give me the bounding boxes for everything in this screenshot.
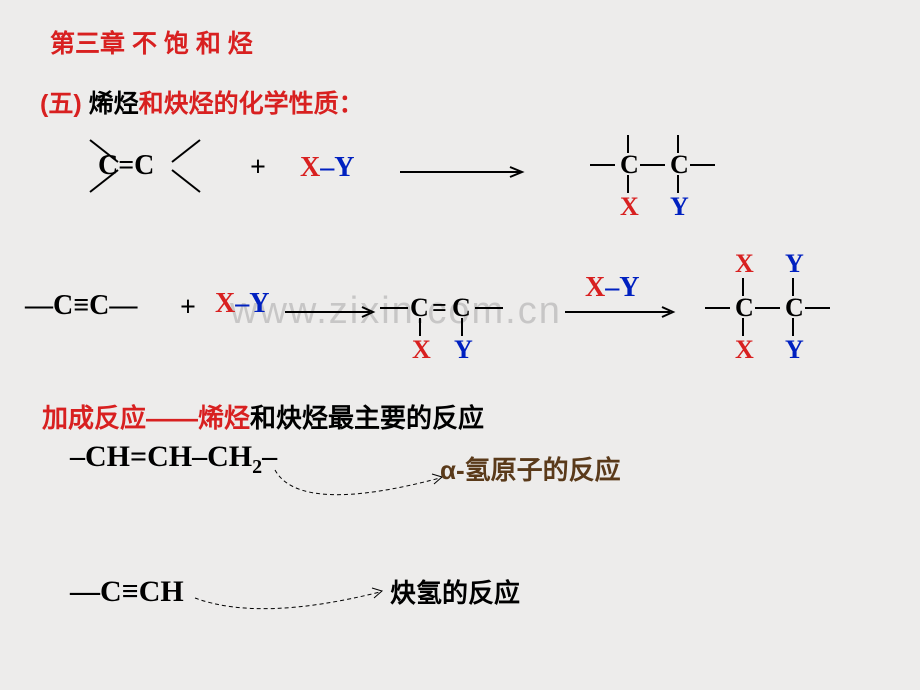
- product-dihalo: C C X Y X Y: [705, 250, 905, 370]
- svg-text:C: C: [620, 150, 639, 179]
- arrow-icon: [285, 306, 380, 318]
- terminal-alkyne-formula: —C≡CH: [70, 575, 184, 609]
- svg-text:=: =: [432, 293, 447, 322]
- svg-text:X: X: [735, 335, 754, 364]
- intermediate-alkene: C = C X Y: [380, 270, 550, 360]
- chapter-title: 第三章 不 饱 和 烃: [50, 24, 253, 60]
- addition-reaction-text: 加成反应——烯烃和炔烃最主要的反应: [42, 398, 484, 435]
- alkene-formula: C=C: [98, 150, 154, 182]
- svg-text:X: X: [412, 335, 431, 364]
- svg-text:Y: Y: [785, 335, 804, 364]
- arrow-icon: [565, 306, 680, 318]
- arrow-icon: [400, 166, 530, 178]
- plus-sign: +: [180, 292, 196, 324]
- svg-text:C: C: [785, 293, 804, 322]
- svg-text:C: C: [735, 293, 754, 322]
- svg-text:C: C: [410, 293, 429, 322]
- curved-arrow-icon: [260, 460, 460, 530]
- alpha-hydrogen-label: α-氢原子的反应: [440, 450, 621, 487]
- svg-text:Y: Y: [670, 192, 689, 221]
- alkyne-hydrogen-label: 炔氢的反应: [390, 573, 520, 610]
- svg-text:X: X: [735, 249, 754, 278]
- alkyne-formula: —C≡C—: [25, 290, 137, 322]
- svg-text:Y: Y: [785, 249, 804, 278]
- svg-text:Y: Y: [454, 335, 473, 364]
- reagent-xy: X–Y: [585, 272, 639, 304]
- section-title: (五) 烯烃和炔烃的化学性质：: [40, 84, 364, 120]
- reaction-alkene: C=C + X–Y C C X Y: [80, 130, 840, 220]
- reagent-xy: X–Y: [300, 152, 354, 184]
- svg-text:C: C: [670, 150, 689, 179]
- reagent-xy: X–Y: [215, 288, 269, 320]
- product-alkane: C C X Y: [590, 125, 750, 215]
- plus-sign: +: [250, 152, 266, 184]
- svg-text:X: X: [620, 192, 639, 221]
- svg-text:C: C: [452, 293, 471, 322]
- reaction-alkyne: —C≡C— + X–Y C = C X Y X–Y: [25, 270, 905, 370]
- curved-arrow-icon: [180, 582, 400, 632]
- allyl-formula: –CH=CH–CH2–: [70, 440, 277, 479]
